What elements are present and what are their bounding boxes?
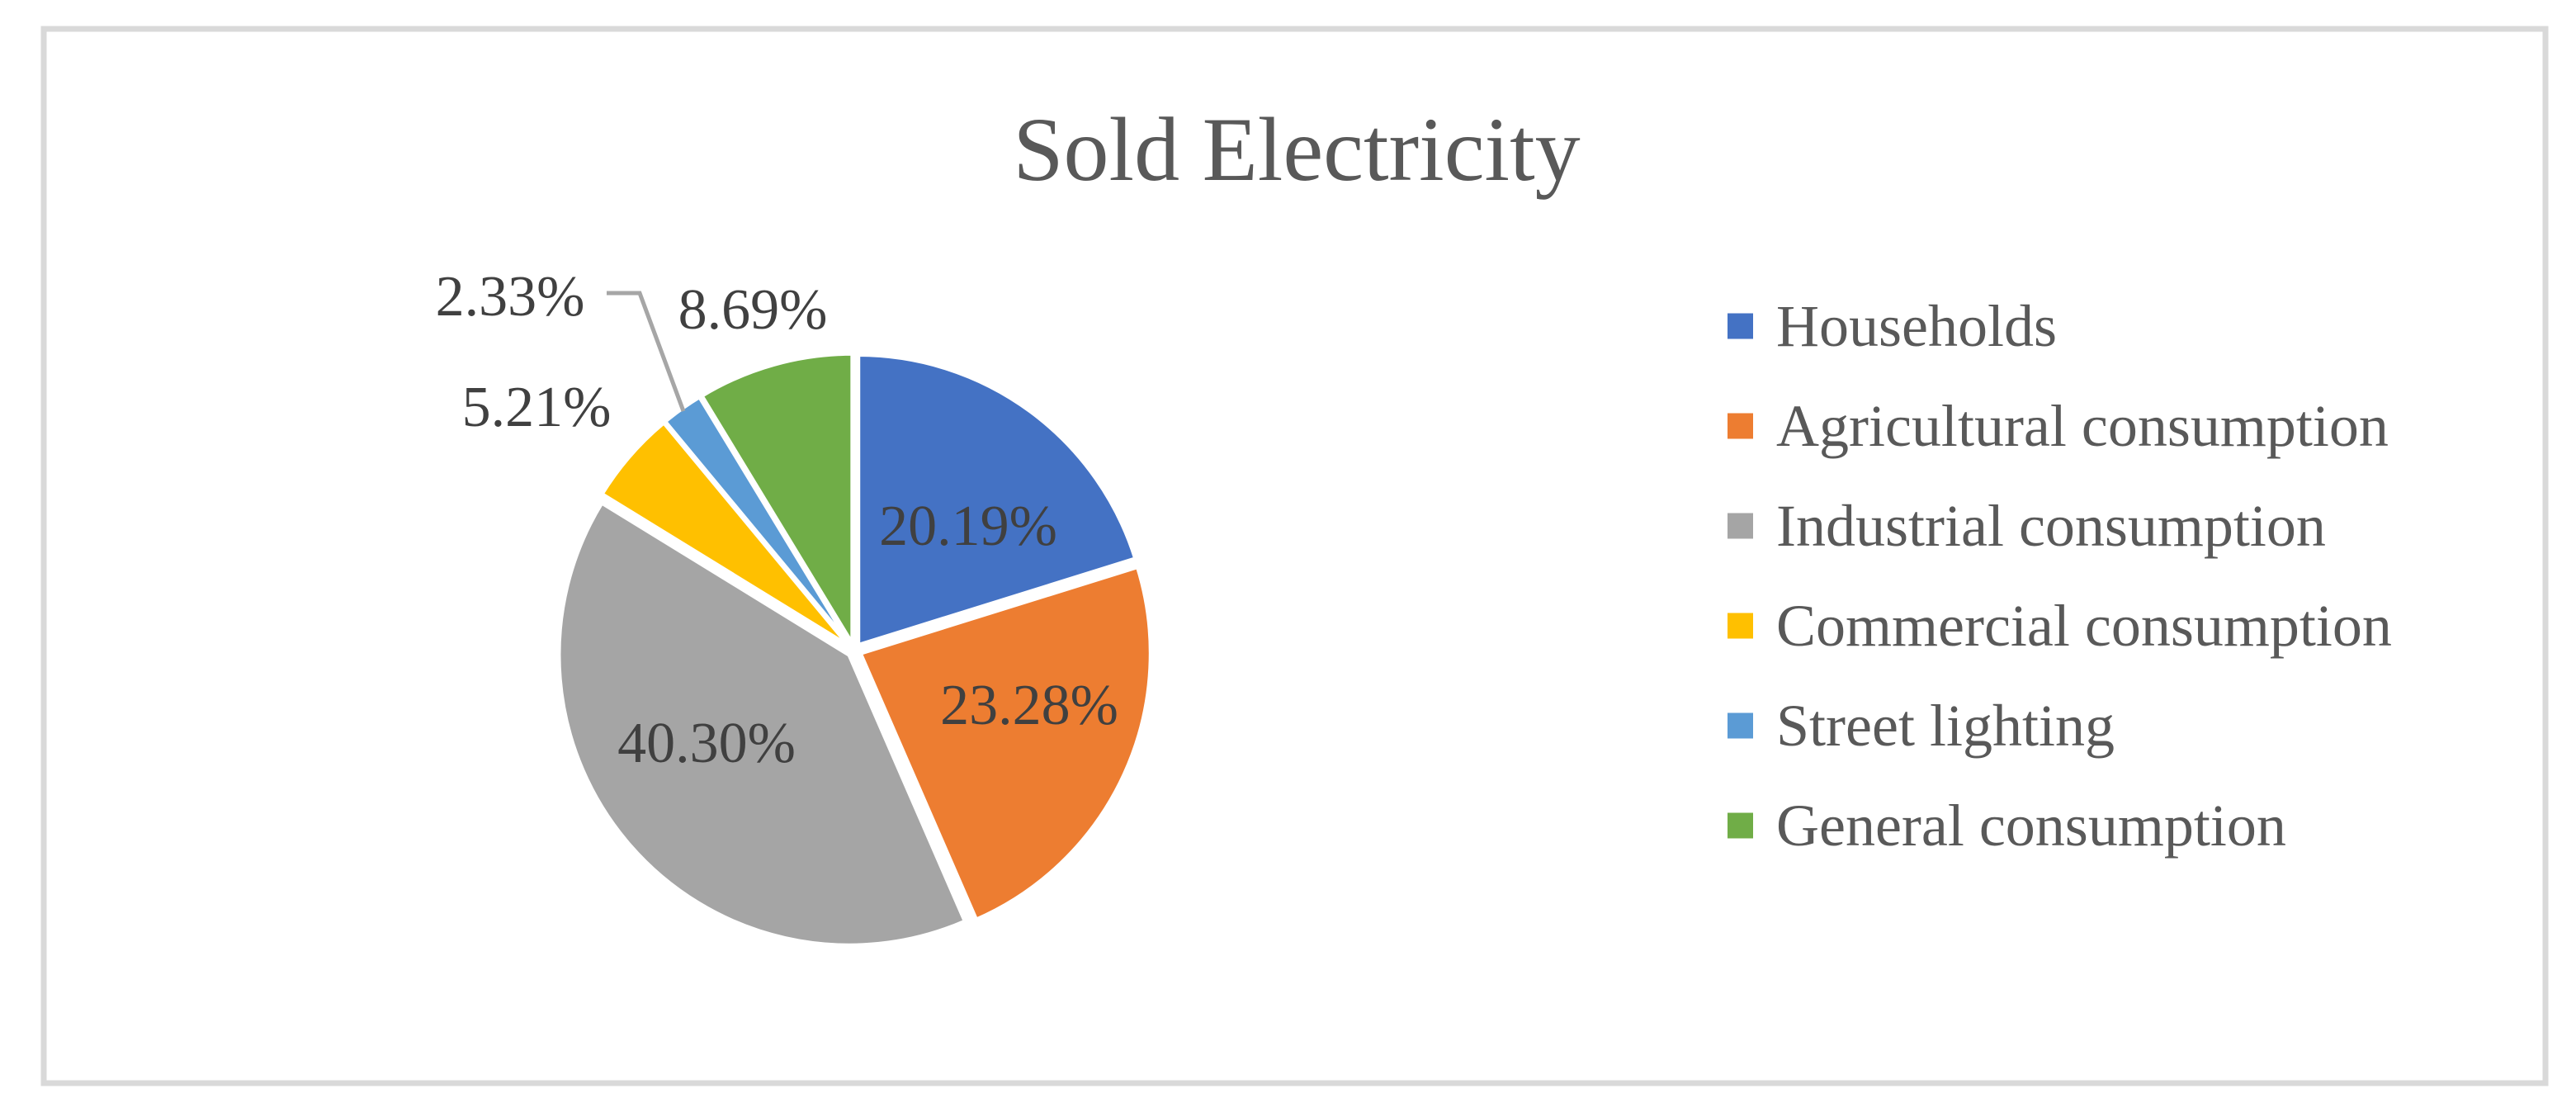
legend-label-commercial-consumption: Commercial consumption [1776,593,2392,659]
leader-line-street-lighting [607,291,686,412]
pie-slice-households [856,353,1138,648]
legend-item-street-lighting: Street lighting [1728,693,2115,759]
legend-item-commercial-consumption: Commercial consumption [1728,593,2392,659]
legend-label-agricultural-consumption: Agricultural consumption [1776,393,2389,459]
pie-slice-industrial-consumption [556,500,967,948]
data-label-households: 20.19% [879,495,1057,558]
legend-marker-agricultural-consumption [1728,413,1753,439]
legend: Households Agricultural consumption Indust… [1728,293,2392,859]
chart-title: Sold Electricity [1013,99,1580,200]
legend-marker-industrial-consumption [1728,513,1753,539]
legend-label-street-lighting: Street lighting [1776,693,2115,759]
legend-marker-street-lighting [1728,712,1753,739]
data-label-agricultural-consumption: 23.28% [940,674,1118,737]
legend-marker-commercial-consumption [1728,613,1753,639]
legend-item-agricultural-consumption: Agricultural consumption [1728,393,2389,459]
leader-lines [607,291,686,412]
legend-marker-general-consumption [1728,812,1753,839]
pie [556,351,1153,948]
figure-border [40,26,2549,1086]
pie-slice-general-consumption [699,351,855,646]
legend-item-general-consumption: General consumption [1728,793,2286,859]
legend-label-industrial-consumption: Industrial consumption [1776,493,2326,559]
data-label-street-lighting: 2.33% [436,265,585,329]
legend-label-households: Households [1776,293,2057,359]
legend-label-general-consumption: General consumption [1776,793,2286,859]
legend-marker-households [1728,313,1753,339]
data-label-industrial-consumption: 40.30% [617,712,796,775]
data-labels: 20.19% 23.28% 40.30% 5.21% 2.33% 8.69% [436,265,1118,775]
legend-item-households: Households [1728,293,2057,359]
legend-item-industrial-consumption: Industrial consumption [1728,493,2326,559]
data-label-general-consumption: 8.69% [678,278,828,342]
data-label-commercial-consumption: 5.21% [462,376,612,439]
pie-slice-agricultural-consumption [858,565,1153,922]
